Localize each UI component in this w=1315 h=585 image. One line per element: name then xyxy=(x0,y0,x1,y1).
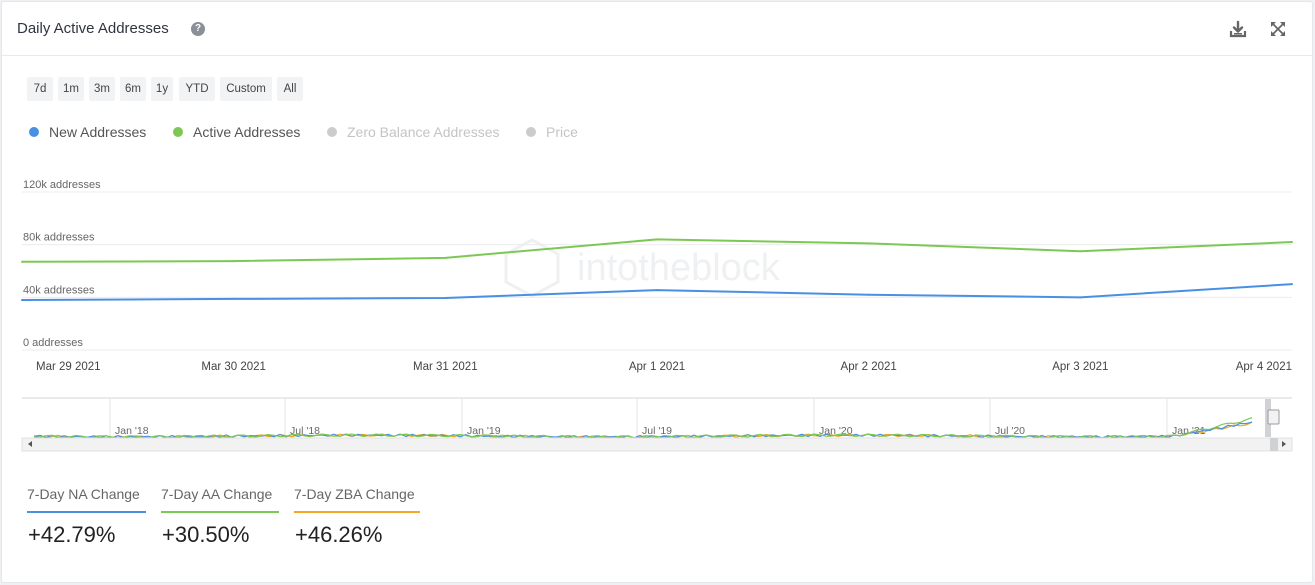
navigator-label: Jan '18 xyxy=(115,425,149,437)
range-ytd-button[interactable]: YTD xyxy=(179,77,215,101)
data-point xyxy=(21,260,23,263)
legend-dot xyxy=(173,127,183,137)
stat-label: 7-Day ZBA Change xyxy=(294,486,415,502)
stat-underline xyxy=(161,511,279,513)
legend-dot xyxy=(29,127,39,137)
legend-label: Price xyxy=(546,124,578,140)
x-tick-label: Mar 31 2021 xyxy=(413,361,478,373)
scrollbar-thumb[interactable] xyxy=(1270,438,1278,451)
navigator-label: Jan '21 xyxy=(1172,425,1206,437)
navigator-label: Jan '19 xyxy=(467,425,501,437)
navigator-label: Jul '20 xyxy=(995,425,1025,437)
navigator-label: Jul '19 xyxy=(642,425,672,437)
navigator[interactable]: Jan '18 Jul '18 Jan '19 Jul '19 Jan '20 Jul '… xyxy=(21,397,1293,452)
x-tick-label: Apr 3 2021 xyxy=(1052,361,1108,373)
stat-label: 7-Day AA Change xyxy=(161,486,273,502)
y-tick-label: 0 addresses xyxy=(23,337,83,349)
scroll-right-icon[interactable] xyxy=(1282,441,1286,447)
y-tick-label: 120k addresses xyxy=(23,179,101,191)
scroll-left-icon[interactable] xyxy=(28,441,32,447)
range-6m-button[interactable]: 6m xyxy=(120,77,146,101)
x-tick-label: Mar 30 2021 xyxy=(201,361,266,373)
data-point xyxy=(867,242,870,245)
data-point xyxy=(656,238,658,241)
data-point xyxy=(21,298,23,301)
legend-label: New Addresses xyxy=(49,124,147,140)
stat-value: +46.26% xyxy=(295,522,383,547)
data-point xyxy=(867,293,870,296)
expand-icon[interactable] xyxy=(1268,19,1288,39)
card-header: Daily Active Addresses ? xyxy=(2,2,1312,56)
watermark: intotheblock xyxy=(504,238,781,298)
y-tick-label: 40k addresses xyxy=(23,284,95,296)
legend-dot xyxy=(526,127,536,137)
range-1m-button[interactable]: 1m xyxy=(58,77,84,101)
x-tick-label: Mar 29 2021 xyxy=(36,361,101,373)
x-tick-label: Apr 2 2021 xyxy=(841,361,897,373)
y-tick-label: 80k addresses xyxy=(23,232,95,244)
legend-label: Active Addresses xyxy=(193,124,301,140)
data-point xyxy=(444,296,447,299)
data-point xyxy=(1079,296,1082,299)
help-icon[interactable]: ? xyxy=(191,22,205,36)
data-point xyxy=(444,256,447,259)
data-point xyxy=(232,297,235,300)
watermark-logo xyxy=(504,238,560,298)
data-point xyxy=(656,289,658,292)
legend-dot xyxy=(327,127,337,137)
watermark-text: intotheblock xyxy=(577,247,781,289)
data-point xyxy=(232,260,235,263)
navigator-handle[interactable] xyxy=(1267,409,1280,425)
stat-underline xyxy=(27,511,146,513)
x-tick-label: Apr 4 2021 xyxy=(1236,361,1292,373)
line-chart: intotheblock 0 addresses 40k addresses 80k… xyxy=(21,179,1293,452)
data-point xyxy=(1291,283,1293,286)
card-title: Daily Active Addresses xyxy=(17,20,169,37)
range-custom-button[interactable]: Custom xyxy=(220,77,272,101)
download-icon[interactable] xyxy=(1228,19,1248,39)
stat-value: +30.50% xyxy=(162,522,250,547)
legend-label: Zero Balance Addresses xyxy=(347,124,500,140)
navigator-scrollbar[interactable] xyxy=(21,437,1293,452)
stat-value: +42.79% xyxy=(28,522,116,547)
stat-label: 7-Day NA Change xyxy=(27,486,140,502)
range-3m-button[interactable]: 3m xyxy=(89,77,115,101)
stat-underline xyxy=(294,511,420,513)
range-all-button[interactable]: All xyxy=(277,77,303,101)
range-7d-button[interactable]: 7d xyxy=(27,77,53,101)
range-1y-button[interactable]: 1y xyxy=(151,77,173,101)
x-tick-label: Apr 1 2021 xyxy=(629,361,685,373)
data-point xyxy=(1291,241,1293,244)
data-point xyxy=(1079,250,1082,253)
